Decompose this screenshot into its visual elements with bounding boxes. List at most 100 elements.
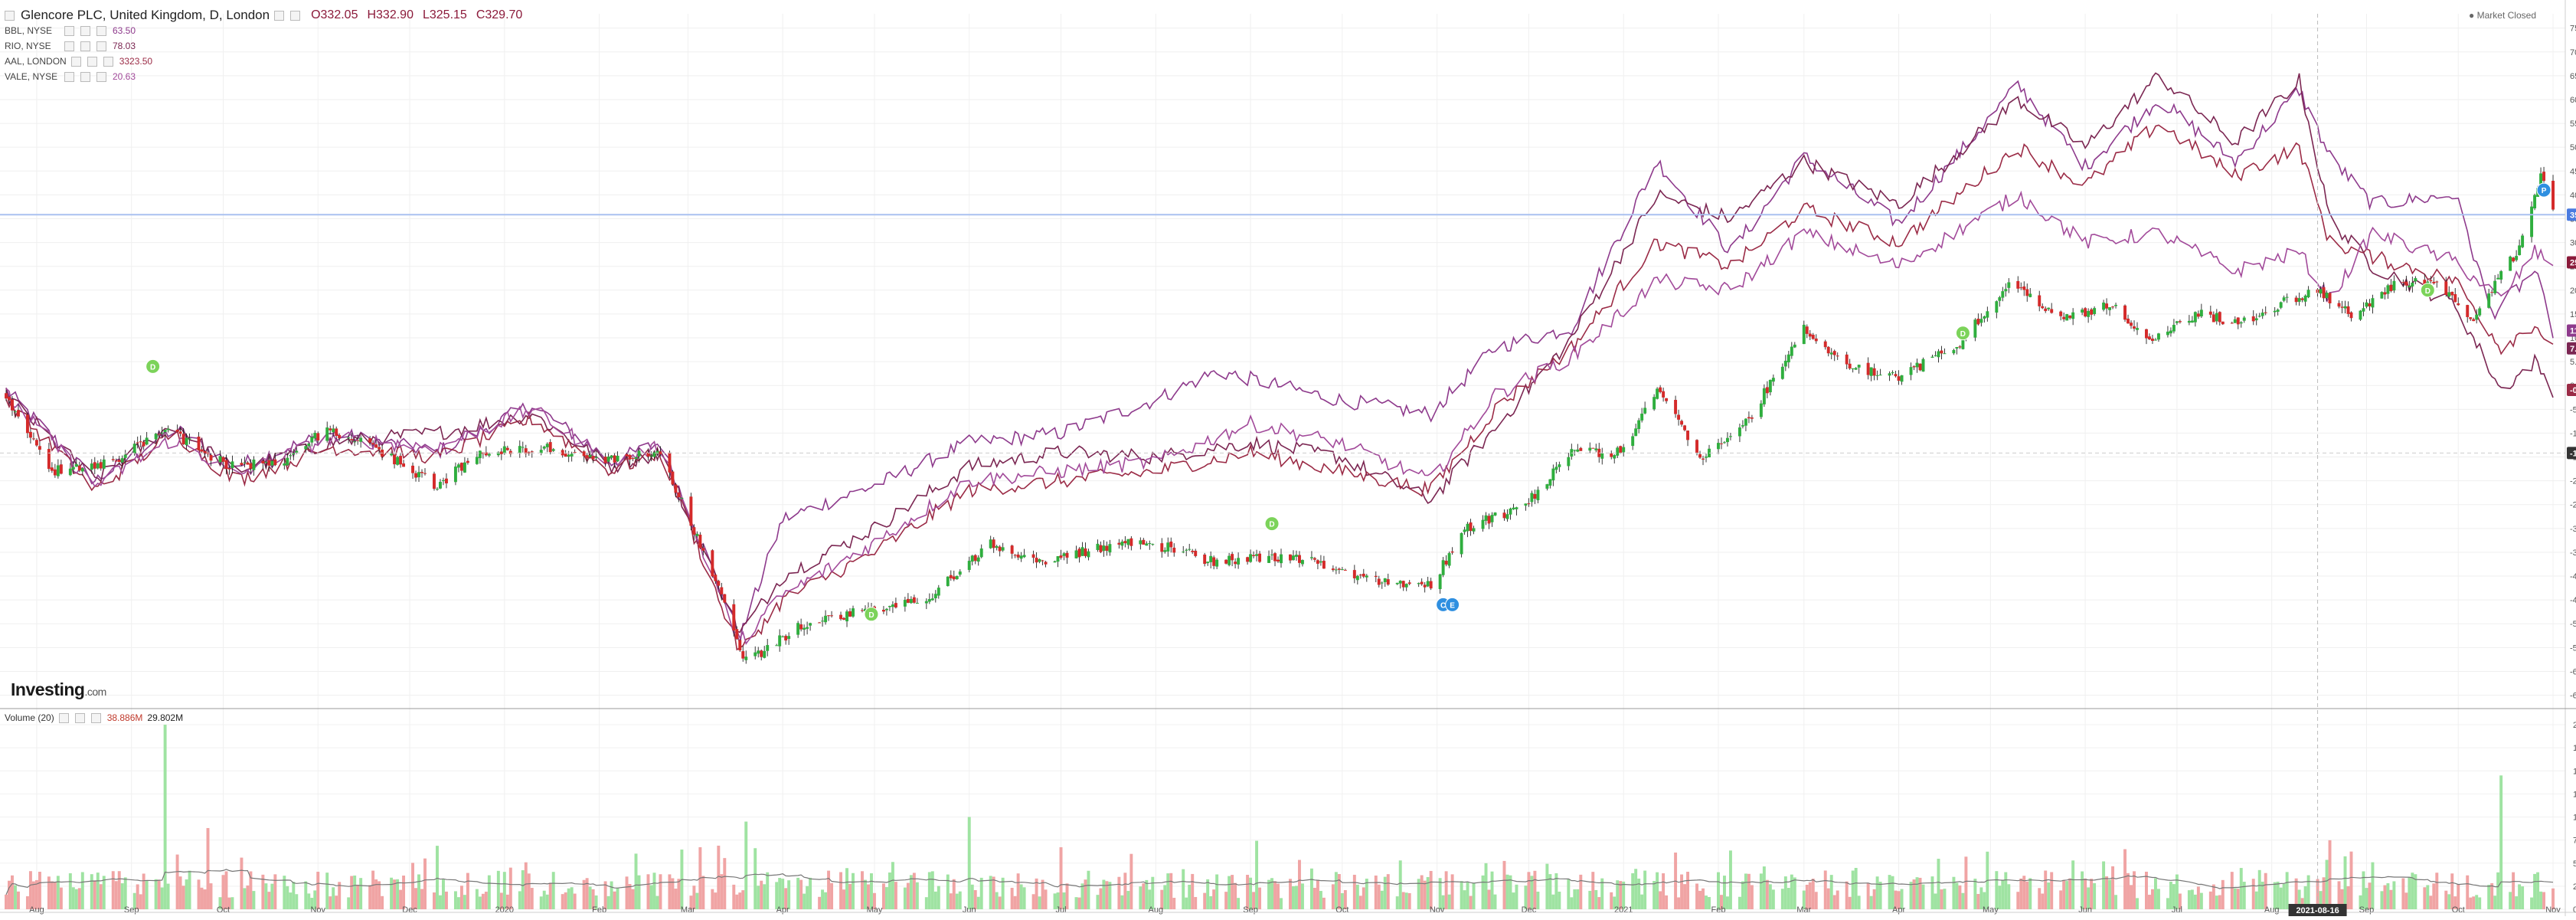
volume-bar	[1631, 873, 1635, 909]
candle-body	[2172, 325, 2176, 332]
volume-bar	[711, 889, 714, 909]
remove-icon[interactable]	[103, 56, 113, 67]
volume-bar	[273, 874, 277, 909]
candle-body	[542, 447, 546, 449]
volume-bar	[2004, 872, 2008, 909]
candle-body	[698, 534, 702, 548]
volume-bar	[160, 887, 164, 909]
settings-icon[interactable]	[87, 56, 97, 67]
settings-icon[interactable]	[74, 712, 85, 723]
volume-bar	[1404, 892, 1408, 909]
volume-bar	[1374, 875, 1378, 909]
visibility-icon[interactable]	[64, 71, 74, 82]
volume-bar	[845, 868, 848, 909]
volume-bar	[2536, 872, 2540, 909]
volume-bar	[1695, 883, 1698, 909]
compare-row-vale[interactable]: VALE, NYSE 20.63	[5, 69, 522, 84]
volume-bar	[881, 883, 885, 909]
candle-body	[1074, 550, 1078, 558]
settings-icon[interactable]	[290, 10, 301, 21]
remove-icon[interactable]	[96, 25, 106, 36]
volume-bar	[1117, 876, 1121, 909]
candle-body	[185, 437, 188, 446]
volume-bar	[848, 883, 852, 909]
candle-body	[1829, 352, 1833, 355]
settings-icon[interactable]	[80, 41, 90, 51]
volume-bar	[1616, 880, 1620, 909]
volume-bar	[347, 897, 351, 909]
candle-body	[1502, 512, 1506, 519]
candle-body	[1215, 559, 1219, 567]
remove-icon[interactable]	[96, 41, 106, 51]
volume-bar	[1484, 863, 1488, 909]
x-tick-label: Oct	[2452, 905, 2465, 915]
logo-main: Investing	[11, 679, 85, 699]
volume-bar	[487, 875, 491, 909]
volume-bar	[1209, 895, 1213, 909]
volume-bar	[399, 889, 403, 909]
overlay-layer: D D D C E D D P	[0, 14, 2565, 911]
volume-bar	[2130, 885, 2133, 909]
settings-icon[interactable]	[80, 25, 90, 36]
compare-row-bbl[interactable]: BBL, NYSE 63.50	[5, 23, 522, 38]
candle-body	[453, 467, 457, 483]
candle-body	[463, 462, 466, 473]
volume-bar	[2389, 889, 2393, 909]
volume-bar	[227, 897, 231, 909]
volume-bar	[175, 854, 179, 909]
compare-row-aal[interactable]: AAL, LONDON 3323.50	[5, 54, 522, 69]
candle-body	[289, 455, 293, 457]
candle-body	[2169, 330, 2172, 334]
candle-body	[224, 460, 228, 469]
volume-bar	[1857, 895, 1861, 909]
visibility-icon[interactable]	[274, 10, 285, 21]
y-tick-label: 55.00%	[2570, 120, 2576, 129]
settings-icon[interactable]	[80, 71, 90, 82]
candle-body	[1224, 559, 1228, 564]
volume-bar	[1277, 883, 1280, 909]
volume-bar	[1077, 897, 1081, 909]
volume-legend[interactable]: Volume (20) 38.886M 29.802M	[5, 712, 183, 723]
volume-bar	[1665, 895, 1669, 909]
y-tick-label: 15.00%	[2570, 310, 2576, 319]
remove-icon[interactable]	[96, 71, 106, 82]
volume-bar	[123, 877, 127, 909]
volume-bar	[2542, 892, 2546, 909]
x-tick-label: Sep	[1243, 905, 1258, 915]
candle-body	[267, 460, 271, 466]
candle-body	[1787, 354, 1790, 362]
visibility-icon[interactable]	[58, 712, 69, 723]
visibility-icon[interactable]	[70, 56, 81, 67]
volume-bar	[2423, 887, 2427, 909]
candle-body	[1530, 493, 1534, 503]
volume-bar	[2208, 891, 2212, 909]
volume-bar	[1640, 894, 1644, 909]
volume-bar	[1995, 871, 1999, 909]
candle-body	[1231, 554, 1234, 561]
candle-body	[227, 468, 231, 470]
candle-body	[717, 581, 721, 586]
visibility-icon[interactable]	[64, 25, 74, 36]
x-tick-label: Mar	[1796, 905, 1811, 915]
candle-body	[692, 527, 696, 535]
candle-body	[821, 620, 825, 622]
volume-bar	[1979, 887, 1983, 909]
collapse-icon[interactable]	[5, 10, 15, 21]
candle-body	[1637, 420, 1641, 430]
main-symbol-row[interactable]: Glencore PLC, United Kingdom, D, London …	[5, 8, 522, 23]
volume-bar	[218, 897, 222, 909]
candle-body	[1022, 555, 1026, 558]
candle-body	[154, 434, 158, 440]
remove-icon[interactable]	[90, 712, 101, 723]
candle-body	[31, 438, 35, 440]
volume-bar	[1319, 891, 1322, 909]
candle-body	[1854, 368, 1858, 370]
candle-body	[1163, 550, 1167, 552]
visibility-icon[interactable]	[64, 41, 74, 51]
volume-bar	[1493, 894, 1497, 909]
volume-bar	[1536, 891, 1540, 909]
volume-bar	[1643, 870, 1647, 909]
compare-row-rio[interactable]: RIO, NYSE 78.03	[5, 38, 522, 54]
candle-body	[2392, 280, 2396, 291]
